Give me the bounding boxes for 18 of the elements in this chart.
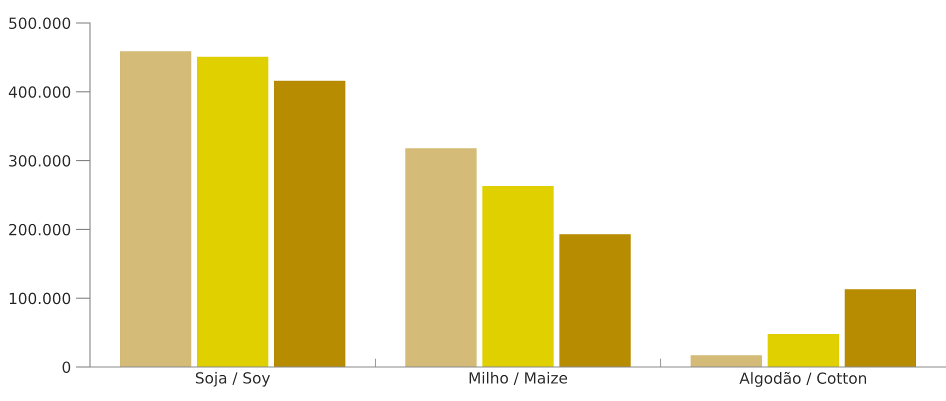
- bar: [274, 80, 346, 367]
- x-tick-label: Soja / Soy: [196, 372, 270, 387]
- bar: [844, 289, 916, 367]
- bar: [768, 334, 839, 367]
- bar: [482, 186, 554, 367]
- bar: [690, 355, 762, 367]
- y-tick-label: 200.000: [9, 224, 70, 236]
- x-tick-label: Algodão / Cotton: [739, 372, 866, 387]
- y-tick-label: 100.000: [10, 292, 70, 304]
- x-tick-label: Milho / Maize: [470, 372, 568, 385]
- y-tick-label: 300.000: [9, 155, 70, 167]
- bar: [405, 148, 477, 367]
- y-tick-label: 0: [62, 361, 70, 374]
- bar: [120, 51, 192, 367]
- y-tick-label: 500.000: [9, 17, 70, 30]
- bar: [197, 56, 268, 367]
- bar: [559, 234, 631, 367]
- y-tick-label: 400.000: [8, 86, 70, 98]
